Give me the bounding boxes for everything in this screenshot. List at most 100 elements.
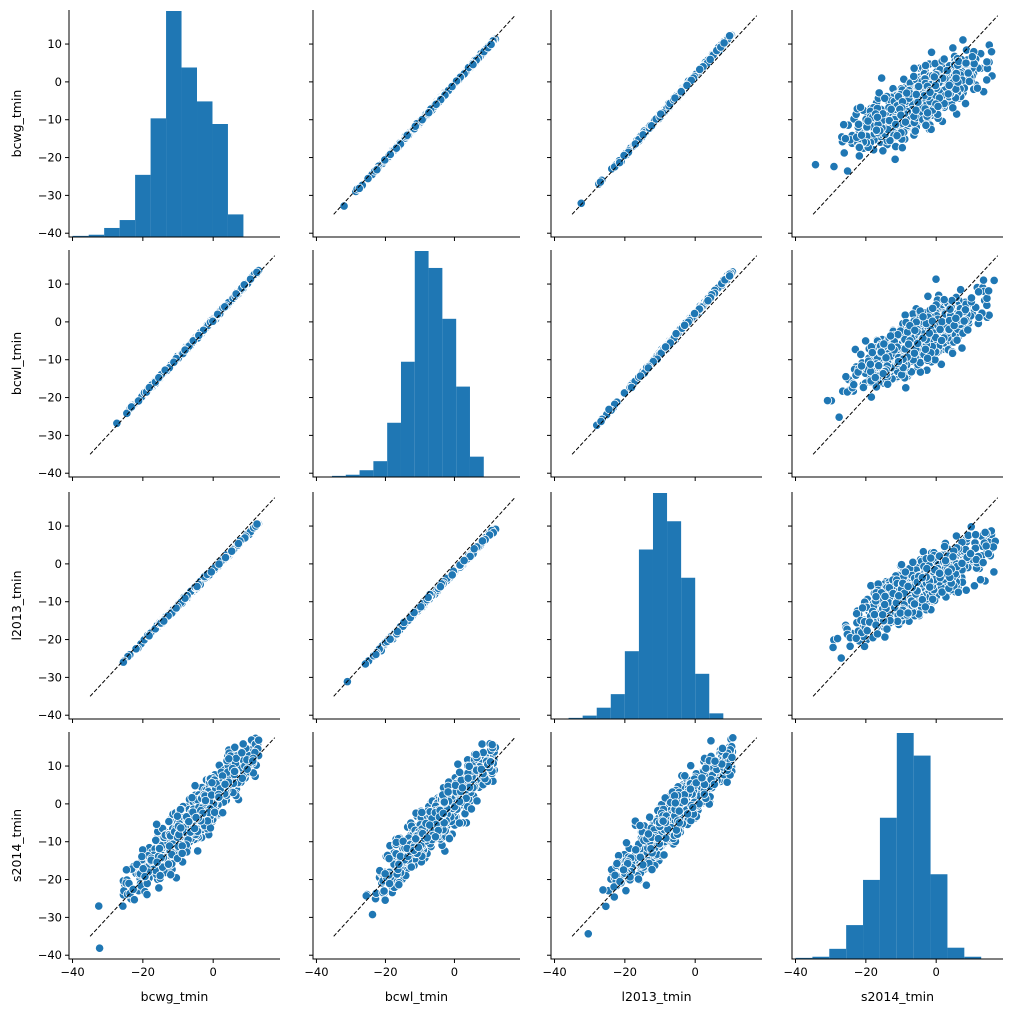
scatter-points-bcwg_tmin-vs-l2013_tmin [577,31,736,208]
scatter-point [983,76,991,84]
scatter-point [696,65,704,73]
scatter-point [928,317,936,325]
y-tick-label: −30 [38,188,62,202]
y-tick-label: −30 [38,428,62,442]
panel-bcwl_tmin-vs-s2014_tmin [788,250,1003,481]
y-tick-label: −20 [38,151,62,165]
y-tick-label: −40 [38,466,62,480]
scatter-point [940,295,948,303]
scatter-points-bcwl_tmin-vs-l2013_tmin [593,268,737,430]
y-tick-label: 0 [55,75,62,89]
scatter-point [460,556,468,564]
scatter-point [181,346,189,354]
scatter-point [661,343,669,351]
histogram-bar-bcwg_tmin-9 [212,124,227,237]
scatter-point [911,127,919,135]
scatter-point [160,617,168,625]
scatter-point [657,110,665,118]
scatter-point [937,336,945,344]
scatter-points-l2013_tmin-vs-s2014_tmin [829,523,1000,663]
scatter-point [953,336,961,344]
scatter-point [672,330,680,338]
panel-bcwg_tmin-vs-bcwg_tmin: 100−10−20−30−40 [38,10,280,241]
scatter-point [940,55,948,63]
scatter-point [855,143,863,151]
histogram-bar-bcwg_tmin-10 [228,214,243,237]
y-tick-label: −40 [38,226,62,240]
scatter-point [891,120,899,128]
scatter-point [962,586,970,594]
scatter-point [987,48,995,56]
scatter-point [871,373,879,381]
histogram-bar-l2013_tmin-9 [695,674,709,719]
scatter-point [952,74,960,82]
histogram-bar-bcwg_tmin-7 [182,68,197,238]
y-tick-label: −10 [38,353,62,367]
scatter-point [968,53,976,61]
reference-line-1to1 [90,256,275,455]
scatter-point [879,147,887,155]
scatter-point [172,604,180,612]
histogram-bar-bcwl_tmin-10 [470,457,484,477]
scatter-points-bcwg_tmin-vs-s2014_tmin [811,36,996,175]
scatter-point [879,369,887,377]
scatter-point [944,90,952,98]
scatter-point [921,345,929,353]
y-tick-label: −40 [38,708,62,722]
scatter-point [914,98,922,106]
scatter-point [859,383,867,391]
scatter-point [934,102,942,110]
scatter-point [839,120,847,128]
histogram-bar-bcwg_tmin-3 [120,220,135,237]
histogram-bar-l2013_tmin-10 [709,713,723,719]
histogram-bar-l2013_tmin-1 [583,716,597,719]
scatter-point [929,304,937,312]
scatter-point [470,545,478,553]
scatter-point [979,276,987,284]
scatter-point [866,360,874,368]
histogram-bar-bcwl_tmin-5 [401,362,415,477]
scatter-point [910,64,918,72]
scatter-point [911,326,919,334]
scatter-point [938,318,946,326]
scatter-point [975,313,983,321]
histogram-bar-bcwl_tmin-4 [387,423,401,477]
histogram-bar-bcwg_tmin-6 [166,11,181,237]
scatter-point [925,329,933,337]
scatter-point [984,287,992,295]
y-tick-label: −20 [38,391,62,405]
histogram-bar-bcwl_tmin-8 [442,319,456,477]
scatter-point [636,372,644,380]
scatter-point [253,520,261,528]
scatter-point [577,199,585,207]
reference-line-1to1 [813,256,998,455]
scatter-point [403,131,411,139]
histogram-bar-l2013_tmin-8 [681,578,695,719]
scatter-point [207,568,215,576]
y-tick-label: −20 [38,633,62,647]
scatter-point [962,59,970,67]
scatter-point [170,358,178,366]
scatter-point [976,575,984,583]
scatter-point [671,94,679,102]
panel-bcwg_tmin-vs-l2013_tmin [547,10,762,241]
scatter-point [974,288,982,296]
scatter-point [902,384,910,392]
scatter-points-l2013_tmin-vs-bcwg_tmin [119,520,263,667]
scatter-point [605,405,613,413]
scatter-point [119,658,127,666]
panel-l2013_tmin-vs-bcwg_tmin: 100−10−20−30−40 [38,492,280,723]
scatter-point [927,48,935,56]
scatter-point [881,94,889,102]
histogram-bar-bcwl_tmin-6 [415,251,429,477]
scatter-point [811,160,819,168]
scatter-point [448,571,456,579]
scatter-point [945,81,953,89]
panel-l2013_tmin-vs-l2013_tmin [547,492,762,723]
scatter-point [910,72,918,80]
scatter-point [478,537,486,545]
y-tick-label: 0 [55,315,62,329]
histogram-bar-l2013_tmin-6 [653,493,667,719]
scatter-point [856,103,864,111]
scatter-point [930,73,938,81]
